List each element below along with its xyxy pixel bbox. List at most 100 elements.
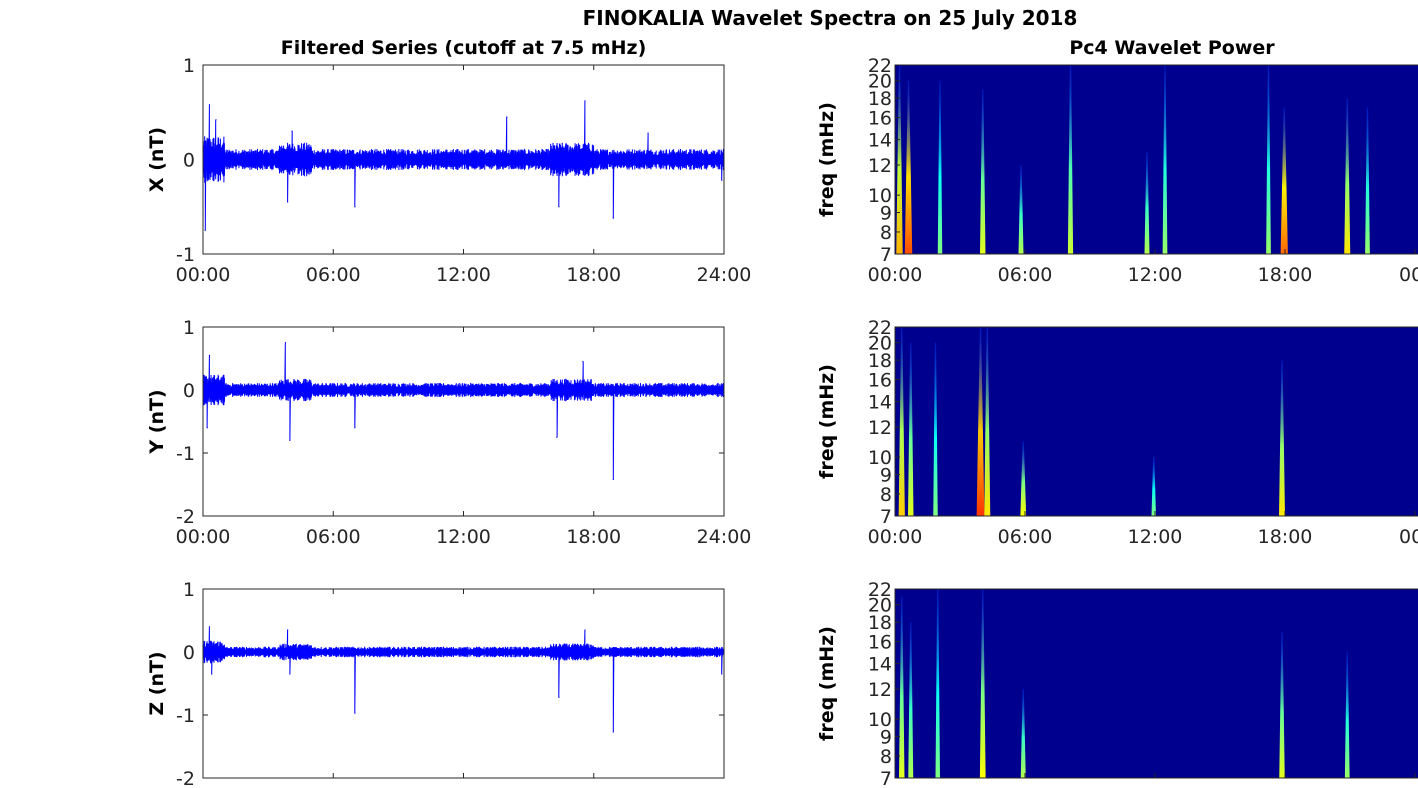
line-chart-z-series: 1 0 -1 -2 Z (nT)	[146, 579, 725, 788]
spike-point	[612, 731, 614, 733]
spike-point	[284, 342, 287, 344]
power-streak	[1266, 65, 1271, 254]
y-tick-label: 20	[868, 71, 892, 93]
x-tick-label: 00:00	[176, 526, 231, 548]
y-tick-label: 10	[868, 709, 892, 731]
power-streak	[1144, 151, 1150, 254]
x-tick-label: 06:00	[306, 526, 361, 548]
y-axis-label: freq (mHz)	[816, 102, 838, 217]
series-trace	[202, 626, 725, 733]
power-streak	[1020, 689, 1026, 778]
y-tick-label: -1	[176, 705, 195, 727]
spike-point	[289, 439, 291, 441]
x-tick-label: 12:00	[1128, 264, 1183, 286]
y-tick-label: 14	[868, 654, 892, 676]
power-streak	[1020, 441, 1027, 516]
spike-point	[558, 696, 560, 698]
x-tick-label: 12:00	[1128, 526, 1183, 548]
panel-title: Pc4 Wavelet Power	[1069, 37, 1275, 59]
x-tick-label: 24:00	[697, 526, 752, 548]
spike-point	[287, 201, 289, 203]
x-tick-label: 00	[1399, 526, 1418, 548]
y-tick-label: 18	[868, 88, 892, 110]
spike-point	[204, 229, 206, 231]
spike-point	[721, 673, 723, 675]
spike-point	[721, 179, 723, 181]
y-tick-label: 16	[868, 108, 892, 130]
x-tick-label: 00	[1399, 264, 1418, 286]
y-axis-label: Y (nT)	[146, 389, 168, 454]
axes-frame	[894, 588, 1418, 779]
power-streak	[976, 327, 985, 516]
y-tick-label: 1	[183, 579, 195, 601]
x-tick-label: 18:00	[1258, 264, 1313, 286]
y-tick-label: 14	[868, 130, 892, 152]
y-tick-label: 22	[868, 55, 892, 77]
y-tick-label: 18	[868, 612, 892, 634]
y-tick-label: 8	[880, 222, 892, 244]
power-streak	[899, 596, 905, 778]
spike-point	[287, 629, 289, 631]
power-streak	[904, 80, 913, 254]
spike-point	[558, 206, 560, 208]
power-streak	[1365, 107, 1370, 254]
x-tick-label: 24:00	[697, 264, 752, 286]
power-streak	[933, 342, 938, 516]
power-streak	[1279, 360, 1285, 516]
y-tick-label: -1	[176, 443, 195, 465]
power-background	[895, 65, 1418, 254]
y-tick-label: 7	[880, 768, 892, 788]
y-tick-label: -2	[176, 506, 195, 528]
y-tick-label: 22	[868, 317, 892, 339]
spike-point	[556, 436, 558, 438]
power-streak	[898, 327, 905, 516]
panel-title: Filtered Series (cutoff at 7.5 mHz)	[281, 37, 647, 59]
y-tick-label: -2	[176, 768, 195, 788]
y-tick-label: 14	[868, 392, 892, 414]
power-streak	[1162, 65, 1168, 254]
power-streak	[984, 327, 991, 516]
y-tick-label: 8	[880, 746, 892, 768]
y-tick-label: 1	[183, 55, 195, 77]
x-tick-label: 06:00	[998, 526, 1053, 548]
y-tick-label: 9	[880, 465, 892, 487]
spike-point	[612, 217, 614, 219]
spike-point	[612, 478, 614, 481]
x-tick-label: 12:00	[436, 264, 491, 286]
spike-point	[208, 354, 211, 356]
y-tick-label: 0	[183, 150, 195, 172]
axes-frame	[202, 326, 725, 517]
y-tick-label: -1	[176, 244, 195, 266]
power-background	[895, 327, 1418, 516]
x-tick-label: 18:00	[566, 264, 621, 286]
y-axis-label: Z (nT)	[146, 651, 168, 715]
y-axis-label: freq (mHz)	[816, 626, 838, 741]
power-streak	[1279, 631, 1285, 778]
power-streak	[935, 589, 940, 778]
spike-point	[291, 130, 293, 132]
x-tick-label: 06:00	[998, 264, 1053, 286]
axes-frame	[202, 64, 725, 255]
x-tick-label: 18:00	[566, 526, 621, 548]
axes-frame	[894, 64, 1418, 255]
y-tick-label: 9	[880, 727, 892, 749]
y-tick-label: 9	[880, 203, 892, 225]
series-trace	[202, 342, 725, 480]
power-streak	[1280, 107, 1288, 254]
spike-point	[647, 132, 649, 134]
power-background	[895, 589, 1418, 778]
power-streak	[908, 622, 914, 778]
spike-point	[289, 673, 291, 675]
spike-point	[215, 119, 217, 121]
line-chart-x-series: Filtered Series (cutoff at 7.5 mHz) 1 0 -1 0…	[146, 37, 751, 286]
x-tick-label: 00:00	[868, 526, 923, 548]
x-tick-label: 06:00	[306, 264, 361, 286]
y-tick-label: 16	[868, 632, 892, 654]
spike-point	[208, 104, 211, 106]
y-tick-label: 0	[183, 642, 195, 664]
power-streak	[1018, 165, 1024, 254]
power-streak	[980, 89, 986, 254]
y-tick-label: 7	[880, 244, 892, 266]
